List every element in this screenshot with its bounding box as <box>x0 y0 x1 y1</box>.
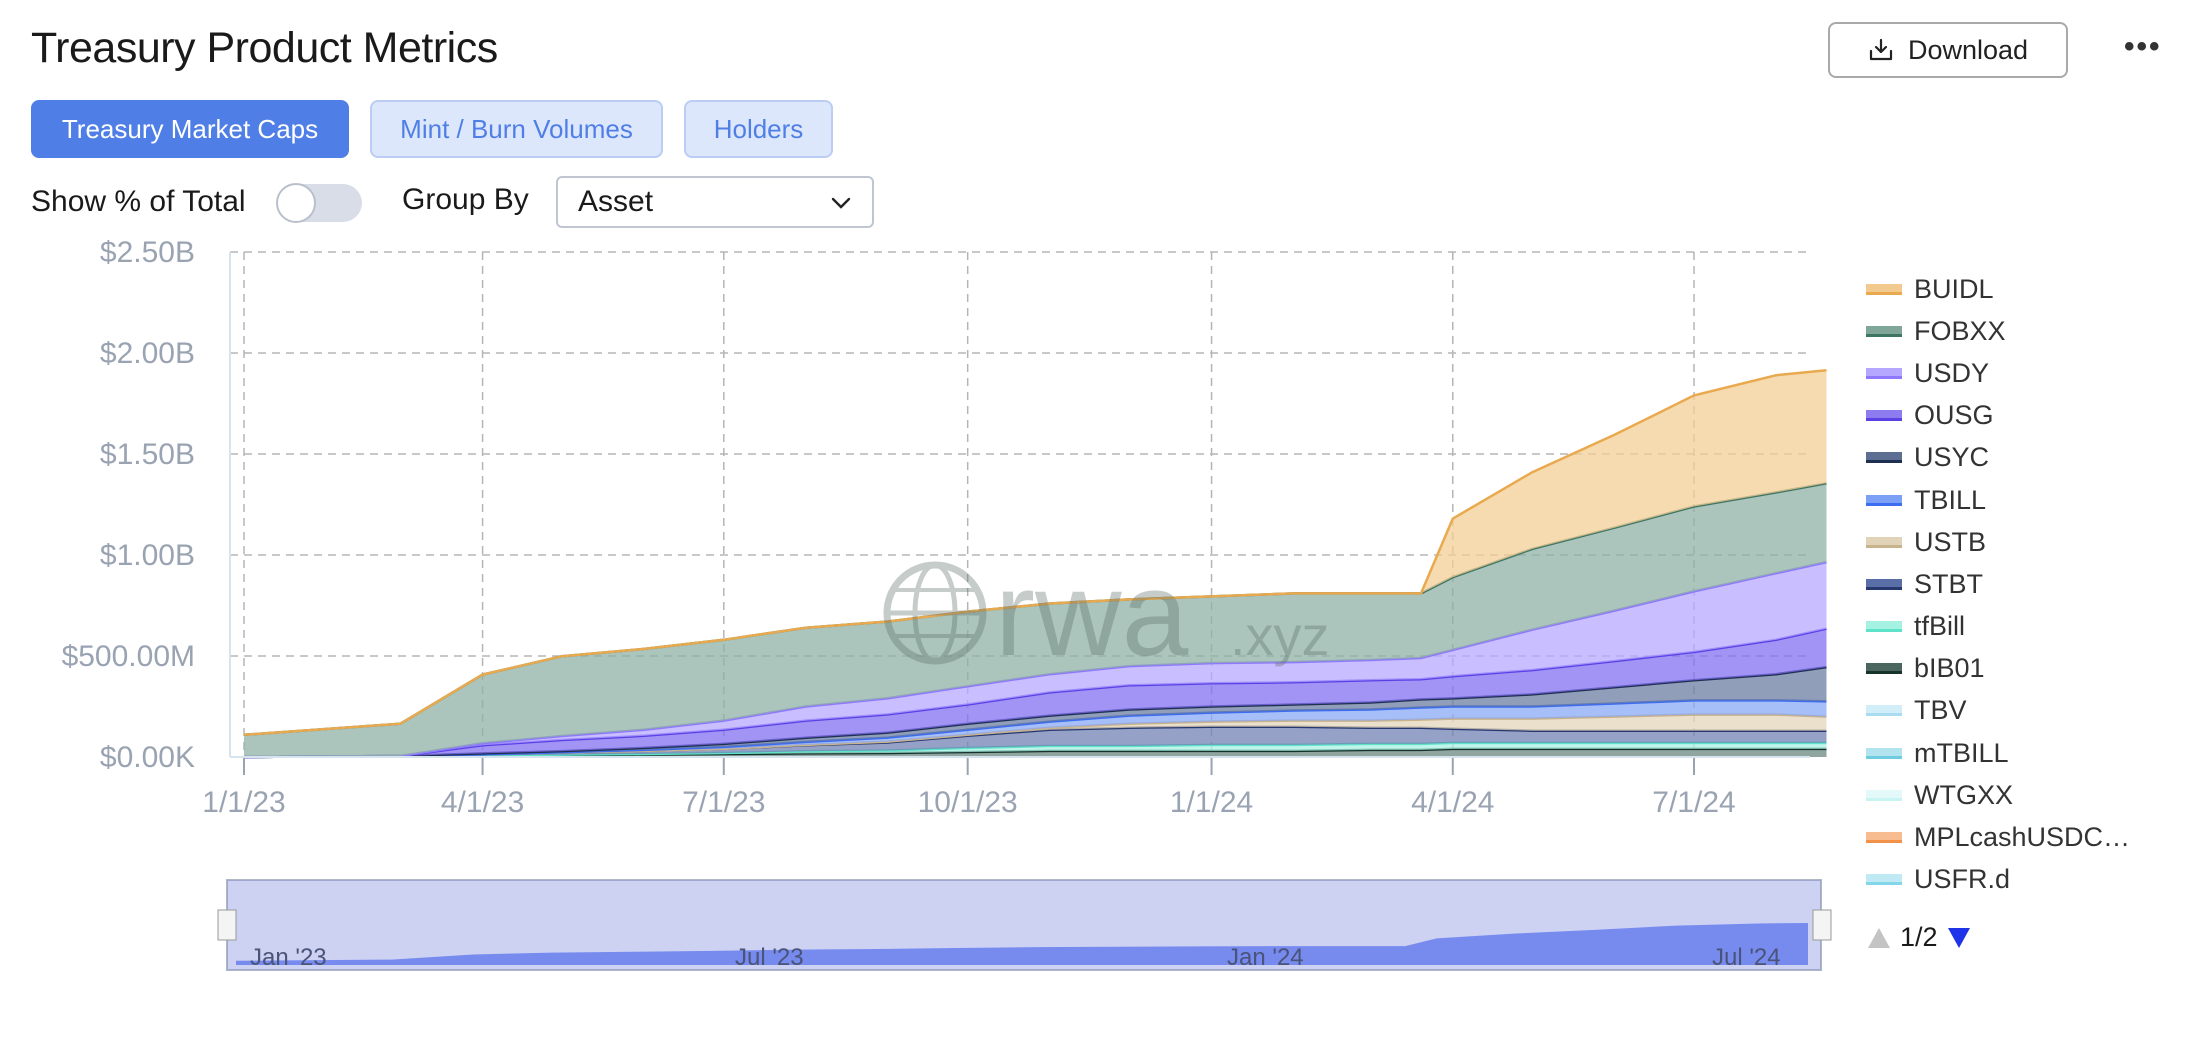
legend-label: USTB <box>1914 526 1987 557</box>
tab-mint-burn-volumes[interactable]: Mint / Burn Volumes <box>370 100 663 158</box>
legend-label: TBILL <box>1914 484 1987 515</box>
legend-item-tbv[interactable]: TBV <box>1866 690 2130 732</box>
x-tick-label: 1/1/24 <box>1170 786 1253 819</box>
nav-label: Jul '24 <box>1712 944 1781 971</box>
group-by-label: Group By <box>402 183 529 216</box>
legend-swatch <box>1866 494 1902 506</box>
legend-swatch <box>1866 452 1902 464</box>
legend-label: WTGXX <box>1914 779 2013 810</box>
x-tick-label: 7/1/24 <box>1652 786 1735 819</box>
y-tick-label: $1.50B <box>100 438 195 471</box>
legend-swatch <box>1866 325 1902 337</box>
nav-right-handle[interactable] <box>1812 909 1832 941</box>
legend-swatch <box>1866 747 1902 759</box>
range-navigator[interactable]: Jan '23 Jul '23 Jan '24 Jul '24 <box>217 879 1832 971</box>
page-up-icon[interactable] <box>1866 926 1892 950</box>
chart-legend: BUIDL FOBXX USDY OUSG USYC TBILL USTB ST… <box>1866 268 2130 901</box>
market-cap-chart: rwa .xyz $0.00K $500.00M $1.00B $1.50B $2.00… <box>62 236 1832 971</box>
legend-label: bIB01 <box>1914 653 1985 684</box>
legend-swatch <box>1866 705 1902 717</box>
legend-label: USYC <box>1914 442 1990 473</box>
show-pct-label: Show % of Total <box>31 185 246 218</box>
legend-item-stbt[interactable]: STBT <box>1866 563 2130 605</box>
area-stbt <box>244 726 1827 757</box>
download-button[interactable]: Download <box>1828 22 2068 78</box>
page-down-icon[interactable] <box>1946 926 1972 950</box>
legend-item-fobxx[interactable]: FOBXX <box>1866 310 2130 352</box>
group-by-value: Asset <box>578 185 654 218</box>
show-pct-toggle[interactable] <box>276 183 362 223</box>
legend-label: OUSG <box>1914 400 1994 431</box>
area-tfbill <box>244 742 1827 757</box>
nav-label: Jul '23 <box>735 944 804 971</box>
legend-swatch <box>1866 663 1902 675</box>
legend-item-usfrd[interactable]: USFR.d <box>1866 859 2130 901</box>
legend-swatch <box>1866 536 1902 548</box>
legend-label: MPLcashUSDC… <box>1914 822 2131 853</box>
legend-label: USDY <box>1914 357 1990 388</box>
legend-label: TBV <box>1914 695 1967 726</box>
page-title: Treasury Product Metrics <box>31 24 498 72</box>
area-buidl <box>244 370 1827 735</box>
legend-item-wtgxx[interactable]: WTGXX <box>1866 774 2130 816</box>
tab-holders[interactable]: Holders <box>684 100 833 158</box>
legend-label: mTBILL <box>1914 737 2009 768</box>
watermark: rwa .xyz <box>883 547 1330 681</box>
legend-label: FOBXX <box>1914 315 2006 346</box>
legend-swatch <box>1866 283 1902 295</box>
y-tick-label: $1.00B <box>100 539 195 572</box>
area-tbill <box>244 700 1827 757</box>
x-tick-label: 7/1/23 <box>682 786 765 819</box>
legend-swatch <box>1866 621 1902 633</box>
legend-label: STBT <box>1914 568 1984 599</box>
legend-swatch <box>1866 578 1902 590</box>
legend-item-usdy[interactable]: USDY <box>1866 352 2130 394</box>
legend-swatch <box>1866 410 1902 422</box>
legend-swatch <box>1866 367 1902 379</box>
line-buidl <box>243 368 1827 737</box>
legend-item-mtbill[interactable]: mTBILL <box>1866 732 2130 774</box>
area-fobxx <box>244 483 1827 757</box>
x-tick-label: 4/1/24 <box>1411 786 1494 819</box>
y-tick-label: $2.00B <box>100 337 195 370</box>
download-label: Download <box>1907 34 2029 65</box>
x-tick-label: 10/1/23 <box>918 786 1018 819</box>
legend-label: USFR.d <box>1914 864 2011 895</box>
tab-treasury-market-caps[interactable]: Treasury Market Caps <box>31 100 349 158</box>
legend-item-mplcashusdc[interactable]: MPLcashUSDC… <box>1866 816 2130 858</box>
legend-item-bib01[interactable]: bIB01 <box>1866 648 2130 690</box>
nav-left-handle[interactable] <box>217 909 237 941</box>
area-ousg <box>244 628 1827 757</box>
legend-label: BUIDL <box>1914 273 1994 304</box>
legend-pager: 1/2 <box>1866 922 1972 953</box>
legend-page-indicator: 1/2 <box>1900 922 1938 952</box>
legend-item-usyc[interactable]: USYC <box>1866 437 2130 479</box>
nav-label: Jan '23 <box>250 944 327 971</box>
legend-swatch <box>1866 832 1902 844</box>
more-options-icon[interactable]: ••• <box>2124 30 2162 63</box>
watermark-suffix: .xyz <box>1230 604 1330 667</box>
legend-item-ustb[interactable]: USTB <box>1866 521 2130 563</box>
chevron-down-icon <box>831 197 851 209</box>
watermark-text: rwa <box>995 547 1189 681</box>
nav-label: Jan '24 <box>1227 944 1304 971</box>
legend-item-tfbill[interactable]: tfBill <box>1866 606 2130 648</box>
area-ustb <box>244 714 1827 757</box>
area-usdy <box>244 562 1827 757</box>
toggle-knob <box>276 183 316 223</box>
legend-label: tfBill <box>1914 611 1966 642</box>
legend-item-ousg[interactable]: OUSG <box>1866 395 2130 437</box>
legend-item-buidl[interactable]: BUIDL <box>1866 268 2130 310</box>
download-icon <box>1869 38 1893 61</box>
x-tick-label: 1/1/23 <box>202 786 285 819</box>
y-tick-label: $0.00K <box>100 741 195 774</box>
legend-item-tbill[interactable]: TBILL <box>1866 479 2130 521</box>
legend-swatch <box>1866 789 1902 801</box>
y-tick-label: $2.50B <box>100 236 195 269</box>
y-tick-label: $500.00M <box>62 640 195 673</box>
group-by-select[interactable]: Asset <box>556 176 874 228</box>
x-tick-label: 4/1/23 <box>441 786 524 819</box>
legend-swatch <box>1866 874 1902 886</box>
